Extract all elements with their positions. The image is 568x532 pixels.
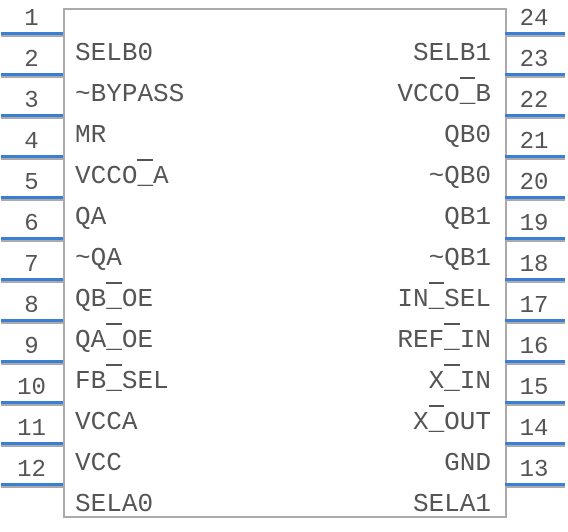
pin-number-right: 22 bbox=[507, 88, 561, 115]
pin-label-right: IN_SEL bbox=[397, 284, 491, 314]
pin-lead-shadow bbox=[505, 281, 565, 283]
pin-number-right: 16 bbox=[507, 334, 561, 361]
pin-number-right: 14 bbox=[507, 416, 561, 443]
pin-lead-shadow bbox=[505, 240, 565, 242]
pin-label-right: SELB1 bbox=[413, 38, 491, 68]
pin-number-left: 7 bbox=[5, 252, 58, 279]
pin-lead-shadow bbox=[1, 199, 63, 201]
pin-label-right: ~QB0 bbox=[429, 161, 491, 191]
pin-label-right: QB1 bbox=[444, 202, 491, 232]
pin-label-left: FB_SEL bbox=[75, 366, 169, 396]
pin-number-left: 8 bbox=[5, 293, 58, 320]
pin-number-right: 17 bbox=[507, 293, 561, 320]
pin-number-right: 15 bbox=[507, 375, 561, 402]
pin-number-right: 24 bbox=[507, 6, 561, 33]
pin-label-left: ~BYPASS bbox=[75, 79, 184, 109]
pin-lead-shadow bbox=[505, 486, 565, 488]
pin-label-right: X_OUT bbox=[413, 407, 491, 437]
pin-lead-shadow bbox=[1, 117, 63, 119]
pin-label-left: SELA0 bbox=[75, 489, 153, 519]
pin-number-right: 19 bbox=[507, 211, 561, 238]
pin-lead-shadow bbox=[505, 363, 565, 365]
pin-label-right: ~QB1 bbox=[429, 243, 491, 273]
pin-lead-shadow bbox=[1, 76, 63, 78]
pin-lead-shadow bbox=[1, 281, 63, 283]
pin-number-left: 11 bbox=[5, 416, 58, 443]
pin-label-left: QA bbox=[75, 202, 106, 232]
pin-label-left: VCCO_A bbox=[75, 161, 169, 191]
pin-lead-shadow bbox=[1, 158, 63, 160]
pin-number-left: 6 bbox=[5, 211, 58, 238]
pin-label-left: MR bbox=[75, 120, 106, 150]
pin-label-left: ~QA bbox=[75, 243, 122, 273]
pin-lead-shadow bbox=[505, 158, 565, 160]
pin-lead-shadow bbox=[505, 35, 565, 37]
pin-lead-shadow bbox=[1, 35, 63, 37]
pin-number-right: 13 bbox=[507, 457, 561, 484]
pin-number-left: 5 bbox=[5, 170, 58, 197]
pin-label-left: QB_OE bbox=[75, 284, 153, 314]
pin-lead-shadow bbox=[1, 486, 63, 488]
pin-label-right: QB0 bbox=[444, 120, 491, 150]
pin-label-left: QA_OE bbox=[75, 325, 153, 355]
pin-lead-shadow bbox=[505, 199, 565, 201]
pin-number-left: 9 bbox=[5, 334, 58, 361]
pin-label-left: VCC bbox=[75, 448, 122, 478]
pin-number-left: 2 bbox=[5, 47, 58, 74]
pin-label-right: X_IN bbox=[429, 366, 491, 396]
pin-lead-shadow bbox=[505, 322, 565, 324]
pin-lead-shadow bbox=[505, 445, 565, 447]
pin-lead-shadow bbox=[505, 117, 565, 119]
pin-number-left: 10 bbox=[5, 375, 58, 402]
pin-lead-shadow bbox=[1, 240, 63, 242]
pin-label-right: REF_IN bbox=[397, 325, 491, 355]
pin-lead-shadow bbox=[1, 404, 63, 406]
pin-label-left: SELB0 bbox=[75, 38, 153, 68]
pin-lead-shadow bbox=[505, 76, 565, 78]
pin-number-left: 3 bbox=[5, 88, 58, 115]
pin-label-right: VCCO_B bbox=[397, 79, 491, 109]
pin-number-left: 12 bbox=[5, 457, 58, 484]
pin-number-right: 20 bbox=[507, 170, 561, 197]
pin-number-left: 4 bbox=[5, 129, 58, 156]
pin-number-right: 18 bbox=[507, 252, 561, 279]
pin-label-right: GND bbox=[444, 448, 491, 478]
pin-number-left: 1 bbox=[5, 6, 58, 33]
pin-lead-shadow bbox=[505, 404, 565, 406]
pin-number-right: 21 bbox=[507, 129, 561, 156]
pin-lead-shadow bbox=[1, 322, 63, 324]
pin-lead-shadow bbox=[1, 363, 63, 365]
pin-label-left: VCCA bbox=[75, 407, 137, 437]
pin-lead-shadow bbox=[1, 445, 63, 447]
pin-label-right: SELA1 bbox=[413, 489, 491, 519]
pin-number-right: 23 bbox=[507, 47, 561, 74]
